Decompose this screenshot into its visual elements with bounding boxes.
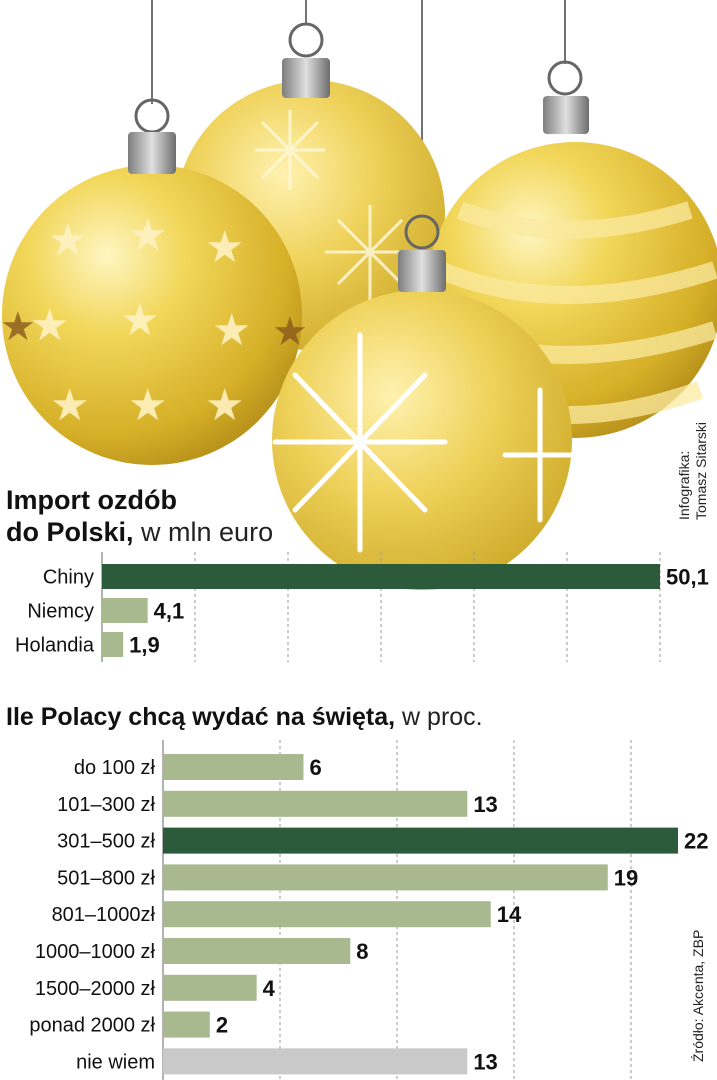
- chart2-bar: [163, 938, 351, 964]
- svg-text:★: ★: [30, 300, 69, 351]
- chart2-value-label: 2: [216, 1013, 228, 1038]
- chart2-value-label: 19: [614, 865, 638, 890]
- svg-text:★: ★: [50, 380, 89, 431]
- chart2-bar: [163, 1048, 468, 1075]
- chart2-bar: [163, 974, 257, 1001]
- svg-text:★: ★: [205, 222, 244, 273]
- chart2-value-label: 14: [497, 902, 522, 927]
- svg-text:★: ★: [128, 210, 167, 261]
- chart1-title-line1: Import ozdób: [6, 485, 177, 515]
- chart1-bar: [102, 632, 124, 657]
- svg-text:★: ★: [128, 380, 167, 431]
- chart1-title-line2: do Polski, w mln euro: [6, 516, 273, 548]
- source-note: Źródło: Akcenta, ZBP: [690, 929, 706, 1062]
- chart2-bar: [163, 754, 304, 780]
- chart2-category-label: 801–1000zł: [52, 904, 156, 926]
- chart2-bar: [163, 864, 608, 891]
- chart2-title-unit: w proc.: [395, 703, 483, 731]
- chart2-value-label: 8: [356, 939, 368, 964]
- chart1-value-label: 1,9: [129, 633, 160, 658]
- svg-text:★: ★: [205, 380, 244, 431]
- chart2-category-label: 101–300 zł: [57, 794, 155, 816]
- chart2-category-label: 301–500 zł: [57, 831, 155, 853]
- chart2-bar: [163, 827, 678, 854]
- chart1-title-unit: w mln euro: [133, 517, 274, 547]
- chart1-bar: [102, 564, 660, 589]
- chart1-title: Import ozdób do Polski, w mln euro: [6, 484, 273, 548]
- chart2-category-label: 1500–2000 zł: [35, 978, 156, 1000]
- chart1-value-label: 4,1: [154, 599, 185, 624]
- chart2-title: Ile Polacy chcą wydać na święta, w proc.: [6, 702, 483, 732]
- credit-label: Infografika:: [676, 450, 692, 520]
- chart2-category-label: ponad 2000 zł: [29, 1015, 155, 1037]
- chart2-title-bold: Ile Polacy chcą wydać na święta,: [6, 703, 396, 731]
- chart2-bar: [163, 1011, 210, 1038]
- chart2-value-label: 4: [263, 976, 276, 1001]
- christmas-baubles-illustration: ★ ★ ★ ★ ★ ★ ★ ★ ★ ★ ★: [0, 0, 717, 590]
- chart2-value-label: 13: [473, 1049, 497, 1074]
- chart-import: Chiny 50,1 Niemcy 4,1 Holandia 1,9: [15, 552, 709, 662]
- chart1-bars: Chiny 50,1 Niemcy 4,1 Holandia 1,9: [15, 564, 709, 658]
- chart-spending: do 100 zł 6 101–300 zł 13 301–500 zł 22 501–80…: [29, 740, 708, 1080]
- chart2-category-label: do 100 zł: [74, 757, 156, 779]
- chart2-category-label: 501–800 zł: [57, 867, 155, 889]
- credit-author: Tomasz Sitarski: [693, 421, 709, 520]
- svg-text:★: ★: [212, 305, 251, 356]
- credit: Infografika: Tomasz Sitarski: [676, 370, 710, 520]
- chart2-value-label: 22: [684, 829, 708, 854]
- chart1-category-label: Niemcy: [27, 601, 94, 623]
- svg-text:★: ★: [272, 309, 308, 355]
- chart2-bar: [163, 901, 491, 928]
- bauble-stars: [2, 165, 302, 465]
- chart1-value-label: 50,1: [666, 565, 709, 590]
- chart2-category-label: nie wiem: [76, 1051, 155, 1073]
- svg-text:★: ★: [120, 295, 159, 346]
- chart2-bars: do 100 zł 6 101–300 zł 13 301–500 zł 22 501–80…: [29, 754, 708, 1075]
- chart2-value-label: 13: [473, 792, 497, 817]
- svg-text:★: ★: [0, 304, 36, 350]
- svg-text:★: ★: [48, 215, 87, 266]
- chart2-value-label: 6: [309, 755, 321, 780]
- chart1-title-bold: do Polski,: [6, 517, 134, 547]
- chart1-category-label: Chiny: [43, 567, 94, 589]
- chart2-bar: [163, 790, 468, 817]
- chart1-bar: [102, 598, 148, 623]
- chart2-category-label: 1000–1000 zł: [35, 941, 156, 963]
- chart1-category-label: Holandia: [15, 635, 95, 657]
